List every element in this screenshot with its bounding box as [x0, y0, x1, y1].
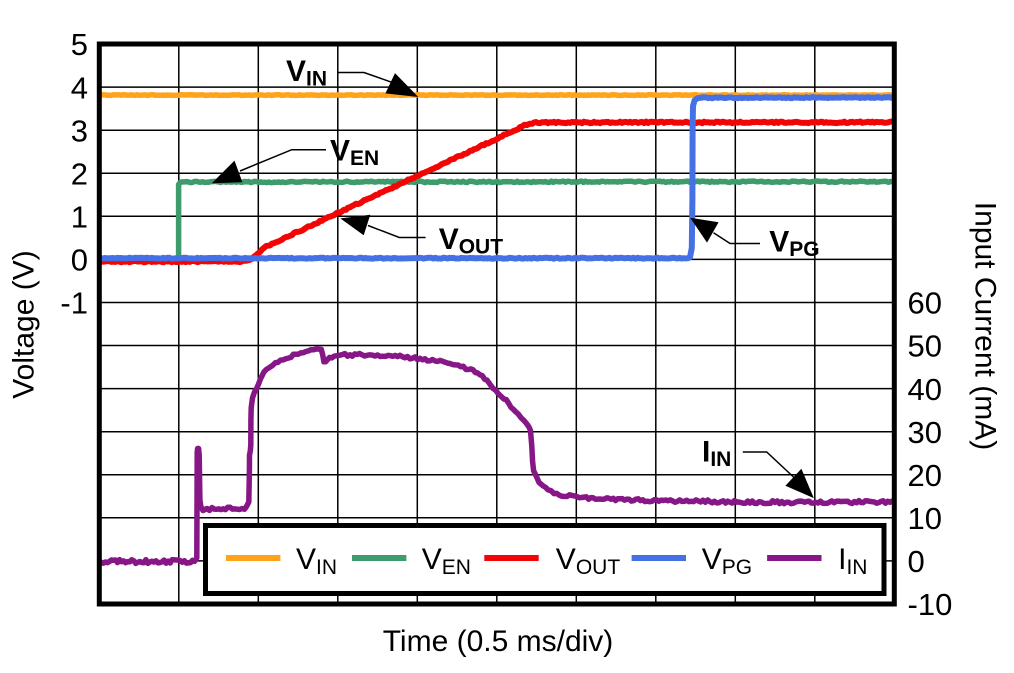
svg-text:-10: -10: [908, 587, 953, 622]
svg-text:2: 2: [71, 156, 88, 191]
svg-text:5: 5: [71, 27, 88, 62]
svg-text:60: 60: [908, 286, 942, 321]
svg-text:3: 3: [71, 113, 88, 148]
svg-text:Voltage (V): Voltage (V): [8, 250, 41, 398]
svg-text:30: 30: [908, 415, 942, 450]
svg-text:4: 4: [71, 70, 88, 105]
svg-text:-1: -1: [60, 286, 88, 321]
svg-text:1: 1: [71, 200, 88, 235]
svg-text:Time (0.5 ms/div): Time (0.5 ms/div): [383, 625, 614, 658]
svg-text:10: 10: [908, 501, 942, 536]
svg-text:0: 0: [908, 544, 925, 579]
svg-text:0: 0: [71, 243, 88, 278]
svg-text:20: 20: [908, 458, 942, 493]
svg-text:Input Current (mA): Input Current (mA): [969, 202, 1002, 450]
svg-text:50: 50: [908, 329, 942, 364]
svg-text:40: 40: [908, 372, 942, 407]
